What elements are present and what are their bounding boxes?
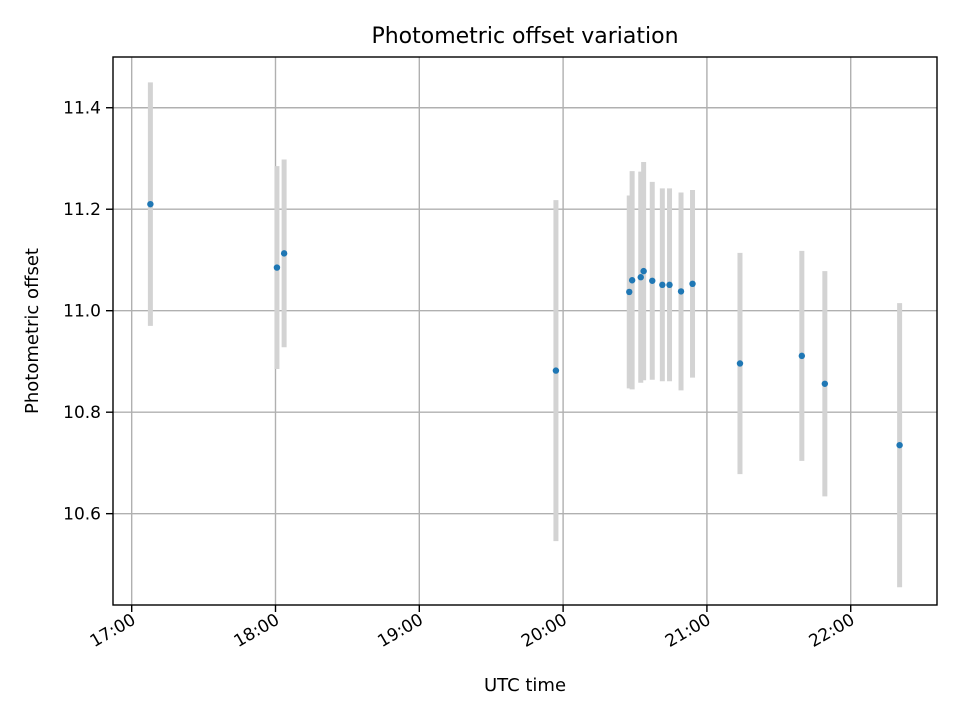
x-tick-label: 19:00 bbox=[374, 610, 426, 652]
data-point bbox=[677, 288, 685, 295]
x-axis-label: UTC time bbox=[484, 675, 566, 696]
data-points bbox=[147, 200, 903, 449]
data-point bbox=[147, 200, 154, 208]
y-tick-label: 10.8 bbox=[63, 403, 101, 423]
y-tick-label: 11.4 bbox=[63, 99, 101, 119]
data-point bbox=[689, 280, 696, 288]
grid bbox=[113, 57, 937, 605]
data-point bbox=[626, 288, 633, 296]
data-point bbox=[666, 281, 673, 289]
y-axis-label: Photometric offset bbox=[22, 248, 43, 414]
error-bars bbox=[147, 82, 903, 588]
data-point bbox=[273, 264, 281, 271]
data-point bbox=[736, 360, 744, 367]
x-tick-label: 22:00 bbox=[806, 610, 858, 652]
x-tick-label: 17:00 bbox=[87, 610, 139, 652]
data-point bbox=[896, 441, 903, 449]
x-tick-label: 21:00 bbox=[662, 610, 714, 652]
y-tick-label: 11.0 bbox=[63, 302, 101, 322]
y-tick-label: 10.6 bbox=[63, 505, 101, 525]
data-point bbox=[821, 380, 829, 387]
data-point bbox=[280, 250, 288, 257]
data-point bbox=[552, 367, 560, 374]
data-point bbox=[659, 281, 666, 289]
x-axis-ticks: 17:00 18:00 19:00 20:00 21:00 22:00 bbox=[87, 605, 858, 652]
data-point bbox=[798, 352, 806, 360]
x-tick-label: 18:00 bbox=[231, 610, 283, 652]
chart-title: Photometric offset variation bbox=[371, 24, 678, 49]
data-point bbox=[637, 274, 644, 281]
y-tick-label: 11.2 bbox=[63, 200, 101, 220]
data-point bbox=[649, 277, 656, 284]
plot-frame bbox=[112, 56, 938, 606]
x-tick-label: 20:00 bbox=[518, 610, 570, 652]
data-point bbox=[640, 267, 647, 275]
y-axis-ticks: 10.6 10.8 11.0 11.2 11.4 bbox=[63, 99, 113, 525]
data-point bbox=[628, 277, 636, 284]
